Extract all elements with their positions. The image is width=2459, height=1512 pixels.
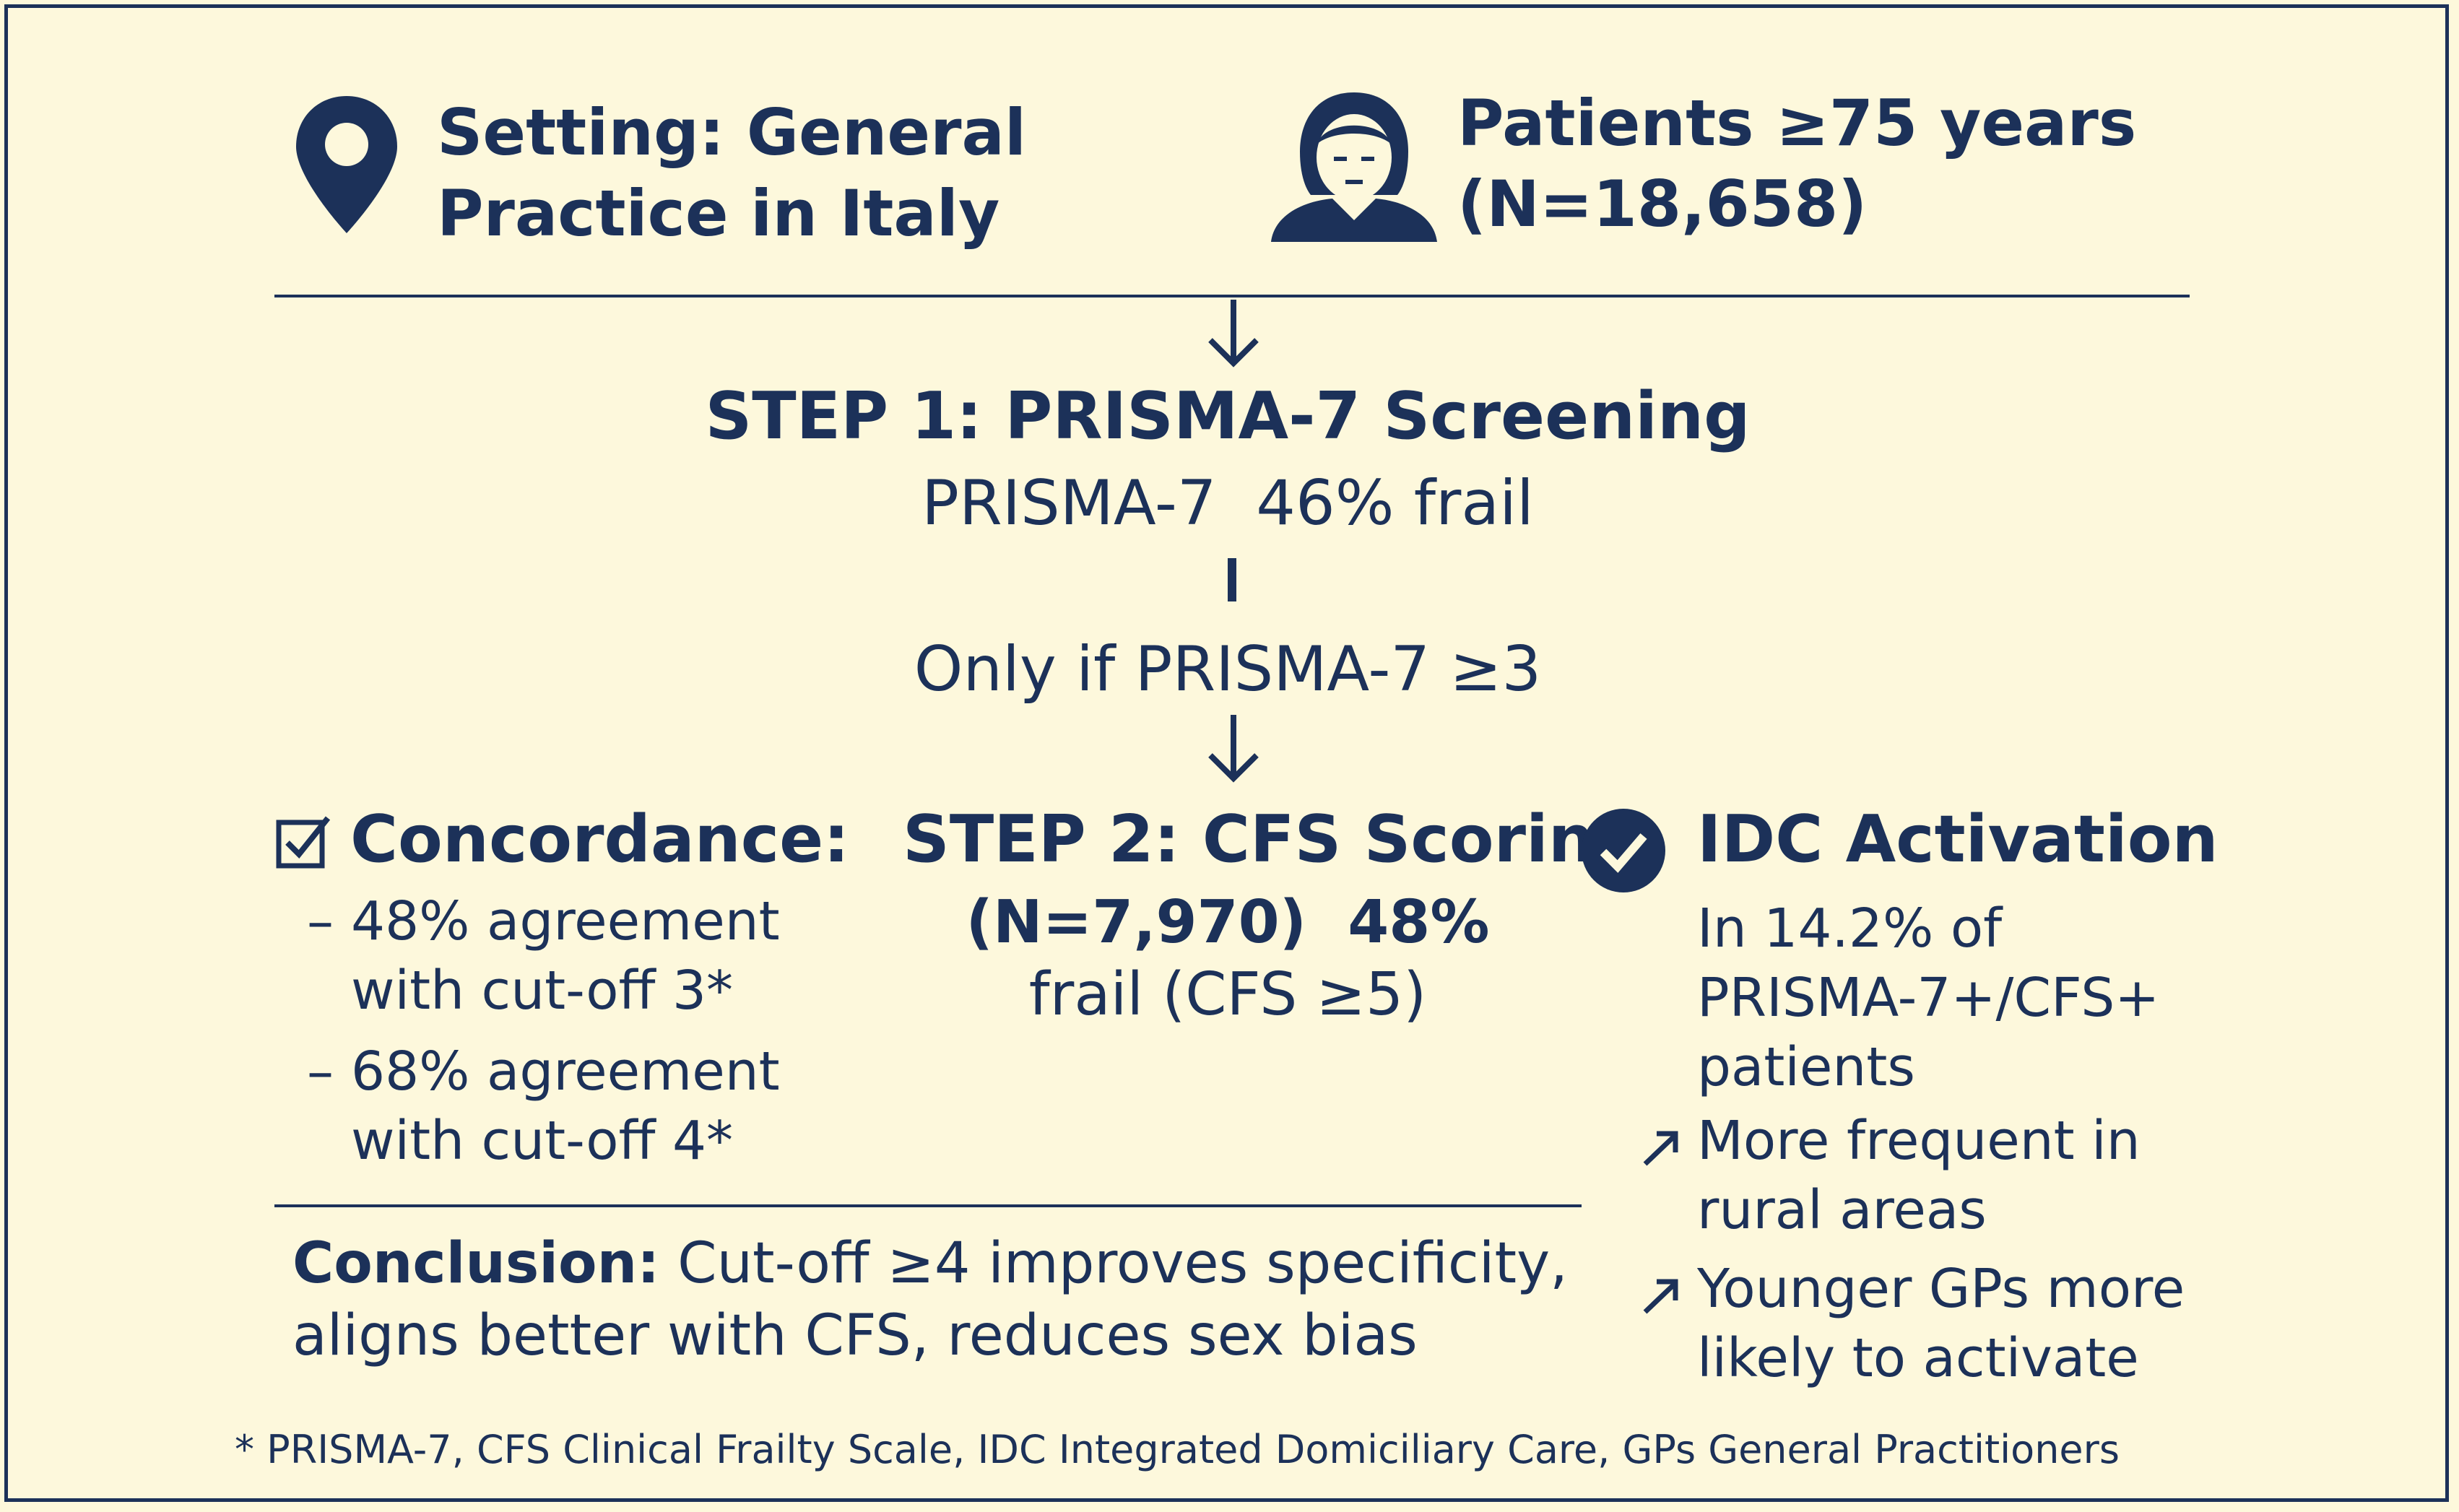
header-divider xyxy=(274,295,2190,297)
bullet-line1: Younger GPs more xyxy=(1697,1258,2185,1320)
arrow-down-icon xyxy=(1205,300,1262,368)
concordance-list: – 48% agreement with cut-off 3* – 68% ag… xyxy=(274,887,924,1176)
conclusion-label: Conclusion: xyxy=(292,1231,660,1296)
trend-up-icon xyxy=(1639,1274,1683,1318)
trend-up-icon xyxy=(1639,1126,1683,1170)
idc-line3: patients xyxy=(1697,1036,1915,1098)
step2-title: STEP 2: CFS Scoring xyxy=(903,801,1641,877)
conclusion: Conclusion: Cut-off ≥4 improves specific… xyxy=(292,1228,1592,1372)
connector-line xyxy=(1228,558,1236,601)
bullet-line2: rural areas xyxy=(1697,1179,1987,1241)
patients-text: Patients ≥75 years (N=18,658) xyxy=(1457,83,2324,245)
setting-line2: Practice in Italy xyxy=(437,176,1000,251)
item-line1: 68% agreement xyxy=(351,1040,780,1103)
footnote: * PRISMA-7, CFS Clinical Frailty Scale, … xyxy=(235,1427,2120,1472)
step2-body: (N=7,970) 48% frail (CFS ≥5) xyxy=(903,887,1553,1031)
concordance-title: Concordance: xyxy=(350,801,850,877)
idc-title: IDC Activation xyxy=(1697,801,2219,877)
conclusion-line2: aligns better with CFS, reduces sex bias xyxy=(292,1303,1418,1368)
list-dash: – xyxy=(307,1040,334,1103)
item-line2: with cut-off 3* xyxy=(351,960,734,1022)
bullet-line1: More frequent in xyxy=(1697,1110,2141,1172)
idc-body: In 14.2% of PRISMA-7+/CFS+ patients xyxy=(1697,894,2383,1102)
step1-result: PRISMA-7 46% frail xyxy=(921,467,1534,539)
checkbox-icon xyxy=(274,812,332,870)
person-icon xyxy=(1267,87,1441,246)
idc-bullet: Younger GPs more likely to activate xyxy=(1697,1254,2383,1393)
item-line1: 48% agreement xyxy=(351,890,780,952)
setting-line1: Setting: General xyxy=(437,95,1027,170)
patients-line1: Patients ≥75 years xyxy=(1457,86,2137,160)
idc-line2: PRISMA-7+/CFS+ xyxy=(1697,967,2160,1029)
bullet-line2: likely to activate xyxy=(1697,1327,2139,1389)
list-dash: – xyxy=(307,890,334,952)
idc-bullet: More frequent in rural areas xyxy=(1697,1106,2383,1245)
arrow-down-icon xyxy=(1205,715,1262,783)
outer-frame xyxy=(4,4,2449,1502)
conclusion-line1: Cut-off ≥4 improves specificity, xyxy=(659,1231,1568,1296)
item-line2: with cut-off 4* xyxy=(351,1110,734,1172)
step1-title: STEP 1: PRISMA-7 Screening xyxy=(705,378,1751,454)
step1-condition: Only if PRISMA-7 ≥3 xyxy=(914,633,1542,705)
concordance-item: – 48% agreement with cut-off 3* xyxy=(274,887,924,1025)
setting-text: Setting: General Practice in Italy xyxy=(437,92,1087,254)
step2-line1: (N=7,970) 48% xyxy=(966,888,1490,957)
concordance-item: – 68% agreement with cut-off 4* xyxy=(274,1037,924,1176)
check-circle-icon xyxy=(1580,807,1667,894)
patients-line2: (N=18,658) xyxy=(1457,167,1868,241)
map-pin-icon xyxy=(292,92,401,237)
conclusion-divider xyxy=(274,1204,1582,1207)
step2-line2: frail (CFS ≥5) xyxy=(1028,960,1427,1029)
idc-line1: In 14.2% of xyxy=(1697,898,2003,960)
